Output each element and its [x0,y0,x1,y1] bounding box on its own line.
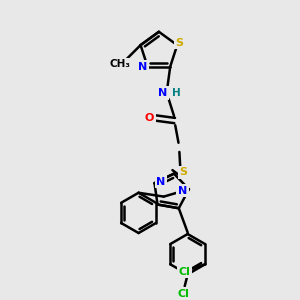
Text: O: O [145,112,154,123]
Text: S: S [176,38,184,48]
Text: N: N [158,88,167,98]
Text: Cl: Cl [177,289,189,298]
Text: N: N [156,177,166,187]
Text: Cl: Cl [178,267,190,277]
Text: N: N [138,61,147,72]
Text: CH₃: CH₃ [110,59,131,69]
Text: S: S [179,167,188,177]
Text: N: N [178,186,187,196]
Text: H: H [172,88,181,98]
